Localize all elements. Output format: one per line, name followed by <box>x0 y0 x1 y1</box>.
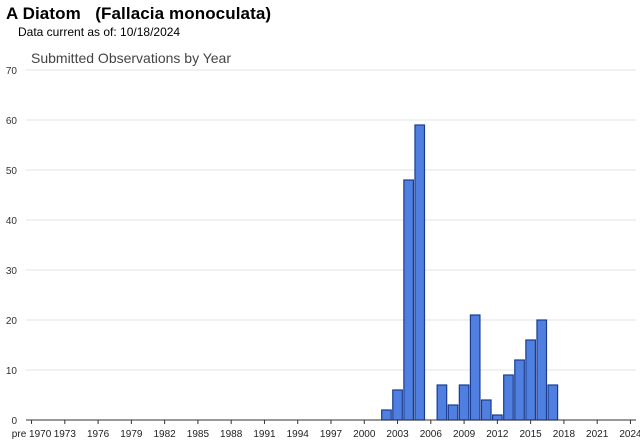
x-tick-label: 1988 <box>220 429 243 440</box>
x-tick-label: 2024 <box>619 429 640 440</box>
x-tick-label: 1982 <box>154 429 177 440</box>
chart-title: Submitted Observations by Year <box>31 50 231 66</box>
bar-2012 <box>491 414 503 421</box>
y-tick-label: 20 <box>6 316 18 327</box>
bar-2009 <box>458 384 470 421</box>
x-tick-label: 2003 <box>386 429 409 440</box>
y-tick-label: 10 <box>6 366 18 377</box>
bar-2003 <box>392 389 403 421</box>
y-tick-label: 50 <box>6 166 18 177</box>
x-tick-label: 1979 <box>120 429 143 440</box>
bars <box>381 124 559 421</box>
x-axis: pre 1970 1973 1976 1979 1982 1985 1988 1991 1994… <box>12 419 640 440</box>
gridlines <box>26 69 636 371</box>
x-tick-label: 2021 <box>586 429 609 440</box>
bar-2014 <box>514 359 525 421</box>
bar-2017 <box>547 384 559 421</box>
x-tick-label: 2006 <box>420 429 443 440</box>
x-tick-label: 1985 <box>187 429 210 440</box>
bar-2011 <box>480 399 492 421</box>
x-tick-label: 1994 <box>287 429 310 440</box>
x-tick-label: 2015 <box>520 429 543 440</box>
x-tick-label: 1973 <box>54 429 77 440</box>
bar-2016 <box>536 319 548 421</box>
x-tick-label: 1991 <box>253 429 276 440</box>
y-tick-label: 60 <box>6 116 18 127</box>
x-tick-label: 2018 <box>553 429 576 440</box>
bar-2013 <box>503 374 514 421</box>
bar-2015 <box>525 339 537 421</box>
y-tick-label: 40 <box>6 216 18 227</box>
bar-2007 <box>436 384 448 421</box>
bar-2008 <box>447 404 459 421</box>
y-tick-label: 70 <box>6 66 18 77</box>
bar-2005 <box>414 124 426 421</box>
x-tick-label: 2000 <box>353 429 376 440</box>
x-tick-label: 1997 <box>320 429 343 440</box>
bar-2004 <box>403 179 415 421</box>
bar-2002 <box>381 409 392 421</box>
x-tick-label: pre 1970 <box>12 429 52 440</box>
data-currency-note: Data current as of: 10/18/2024 <box>18 25 181 39</box>
y-tick-label: 30 <box>6 266 18 277</box>
x-tick-label: 1976 <box>87 429 110 440</box>
species-title: A Diatom (Fallacia monoculata) <box>6 4 272 23</box>
x-tick-label: 2012 <box>486 429 509 440</box>
y-tick-label: 0 <box>11 416 17 427</box>
bar-2010 <box>469 314 481 421</box>
y-axis: 0 10 20 30 40 50 60 70 <box>6 66 18 427</box>
x-tick-label: 2009 <box>453 429 476 440</box>
chart-header: A Diatom (Fallacia monoculata) Data curr… <box>6 4 271 39</box>
